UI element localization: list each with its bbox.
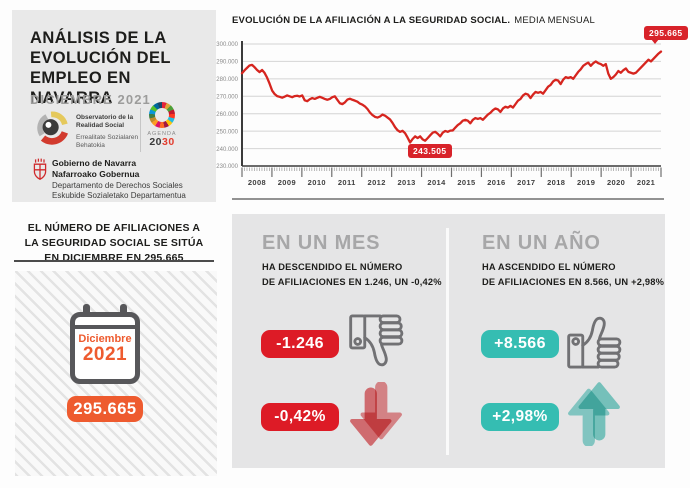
page-title: ANÁLISIS DE LA EVOLUCIÓN DEL EMPLEO EN N… (30, 28, 216, 109)
agenda-label: AGENDA (147, 131, 177, 137)
highlight-line-2: LA SEGURIDAD SOCIAL SE SITÚA (24, 236, 204, 249)
svg-text:2013: 2013 (397, 178, 415, 187)
stats-column-divider (446, 228, 449, 455)
highlight-line-1: EL NÚMERO DE AFILIACIONES A (27, 222, 201, 234)
svg-text:2014: 2014 (427, 178, 446, 187)
calendar-year: 2021 (82, 344, 128, 365)
year-description: HA ASCENDIDO EL NÚMERO DE AFILIACIONES E… (482, 262, 665, 287)
observatory-logo-text: Observatorio de la Realidad Social Errea… (76, 114, 138, 151)
svg-text:2008: 2008 (248, 178, 266, 187)
chart-title: EVOLUCIÓN DE LA AFILIACIÓN A LA SEGURIDA… (232, 15, 595, 26)
month-percent-badge: -0,42% (261, 403, 339, 431)
hatched-panel: Diciembre 2021 295.665 (15, 271, 217, 476)
highlight-line-3: EN DICIEMBRE EN 295.665 (44, 251, 184, 264)
svg-text:250.000: 250.000 (216, 129, 238, 135)
thumbs-up-icon (567, 316, 622, 369)
gobierno-name: Gobierno de Navarra Nafarroako Gobernua (52, 158, 140, 180)
logo-divider (140, 108, 141, 152)
year-heading: EN UN AÑO (482, 232, 601, 254)
highlight-value: 295.665 (144, 251, 184, 264)
svg-text:2020: 2020 (607, 178, 625, 187)
svg-text:2016: 2016 (487, 178, 505, 187)
agenda-2030-ring-icon (149, 102, 175, 128)
obs-name-eu-2: Behatokia (76, 142, 105, 150)
calendar-icon: Diciembre 2021 (70, 312, 140, 384)
svg-text:230.000: 230.000 (216, 164, 238, 170)
svg-text:260.000: 260.000 (216, 112, 238, 118)
highlight-statement: EL NÚMERO DE AFILIACIONES A LA SEGURIDAD… (12, 221, 216, 266)
svg-text:280.000: 280.000 (216, 77, 238, 83)
month-description: HA DESCENDIDO EL NÚMERO DE AFILIACIONES … (262, 262, 442, 287)
arrows-down-icon (345, 382, 407, 446)
svg-text:2021: 2021 (637, 178, 655, 187)
chart-title-bold: EVOLUCIÓN DE LA AFILIACIÓN A LA SEGURIDA… (232, 15, 511, 26)
title-line-3: EMPLEO EN NAVARRA (30, 69, 131, 108)
title-panel: ANÁLISIS DE LA EVOLUCIÓN DEL EMPLEO EN N… (12, 10, 216, 202)
obs-name-2: Realidad Social (76, 122, 125, 130)
chart-min-value-badge: 243.505 (408, 144, 452, 158)
svg-text:2009: 2009 (278, 178, 296, 187)
obs-name-eu-1: Errealitate Sozialaren (76, 133, 139, 141)
chart-last-value-badge: 295.665 (644, 26, 688, 43)
svg-text:240.000: 240.000 (216, 147, 238, 153)
report-period: DICIEMBRE 2021 (30, 92, 151, 107)
thumbs-down-icon (349, 314, 404, 367)
svg-text:2018: 2018 (547, 178, 565, 187)
affiliation-line-chart: 300.000 290.000 280.000 270.000 260.000 250.0… (216, 41, 663, 187)
arrows-up-icon (563, 382, 625, 446)
navarra-crest-icon (33, 158, 47, 180)
month-absolute-badge: -1.246 (261, 330, 339, 358)
svg-text:2015: 2015 (457, 178, 475, 187)
svg-text:300.000: 300.000 (216, 42, 238, 48)
svg-text:270.000: 270.000 (216, 94, 238, 100)
title-line-1: ANÁLISIS DE LA (30, 29, 167, 47)
highlight-divider (14, 260, 214, 262)
gobierno-department: Departamento de Derechos Sociales Eskubi… (52, 181, 186, 201)
month-heading: EN UN MES (262, 232, 381, 254)
chart-title-regular: MEDIA MENSUAL (514, 15, 595, 26)
calendar-peg-right (120, 304, 127, 319)
svg-text:2019: 2019 (577, 178, 595, 187)
svg-text:290.000: 290.000 (216, 60, 238, 66)
obs-name-1: Observatorio de la (76, 114, 134, 121)
total-affiliations-badge: 295.665 (67, 396, 143, 422)
agenda-2030-logo: AGENDA 2030 (145, 102, 179, 148)
observatory-eye-logo-icon (37, 111, 68, 145)
calendar-peg-left (83, 304, 90, 319)
svg-text:2010: 2010 (308, 178, 326, 187)
svg-text:2017: 2017 (517, 178, 535, 187)
section-divider (232, 198, 664, 200)
svg-text:2011: 2011 (338, 178, 356, 187)
year-percent-badge: +2,98% (481, 403, 559, 431)
stats-panel: EN UN MES HA DESCENDIDO EL NÚMERO DE AFI… (232, 214, 665, 468)
calendar-month: Diciembre (78, 333, 132, 345)
title-line-2: EVOLUCIÓN DEL (30, 49, 171, 68)
svg-text:2012: 2012 (368, 178, 386, 187)
calendar-header-band (75, 317, 135, 329)
agenda-year: 2030 (149, 136, 175, 148)
year-absolute-badge: +8.566 (481, 330, 559, 358)
